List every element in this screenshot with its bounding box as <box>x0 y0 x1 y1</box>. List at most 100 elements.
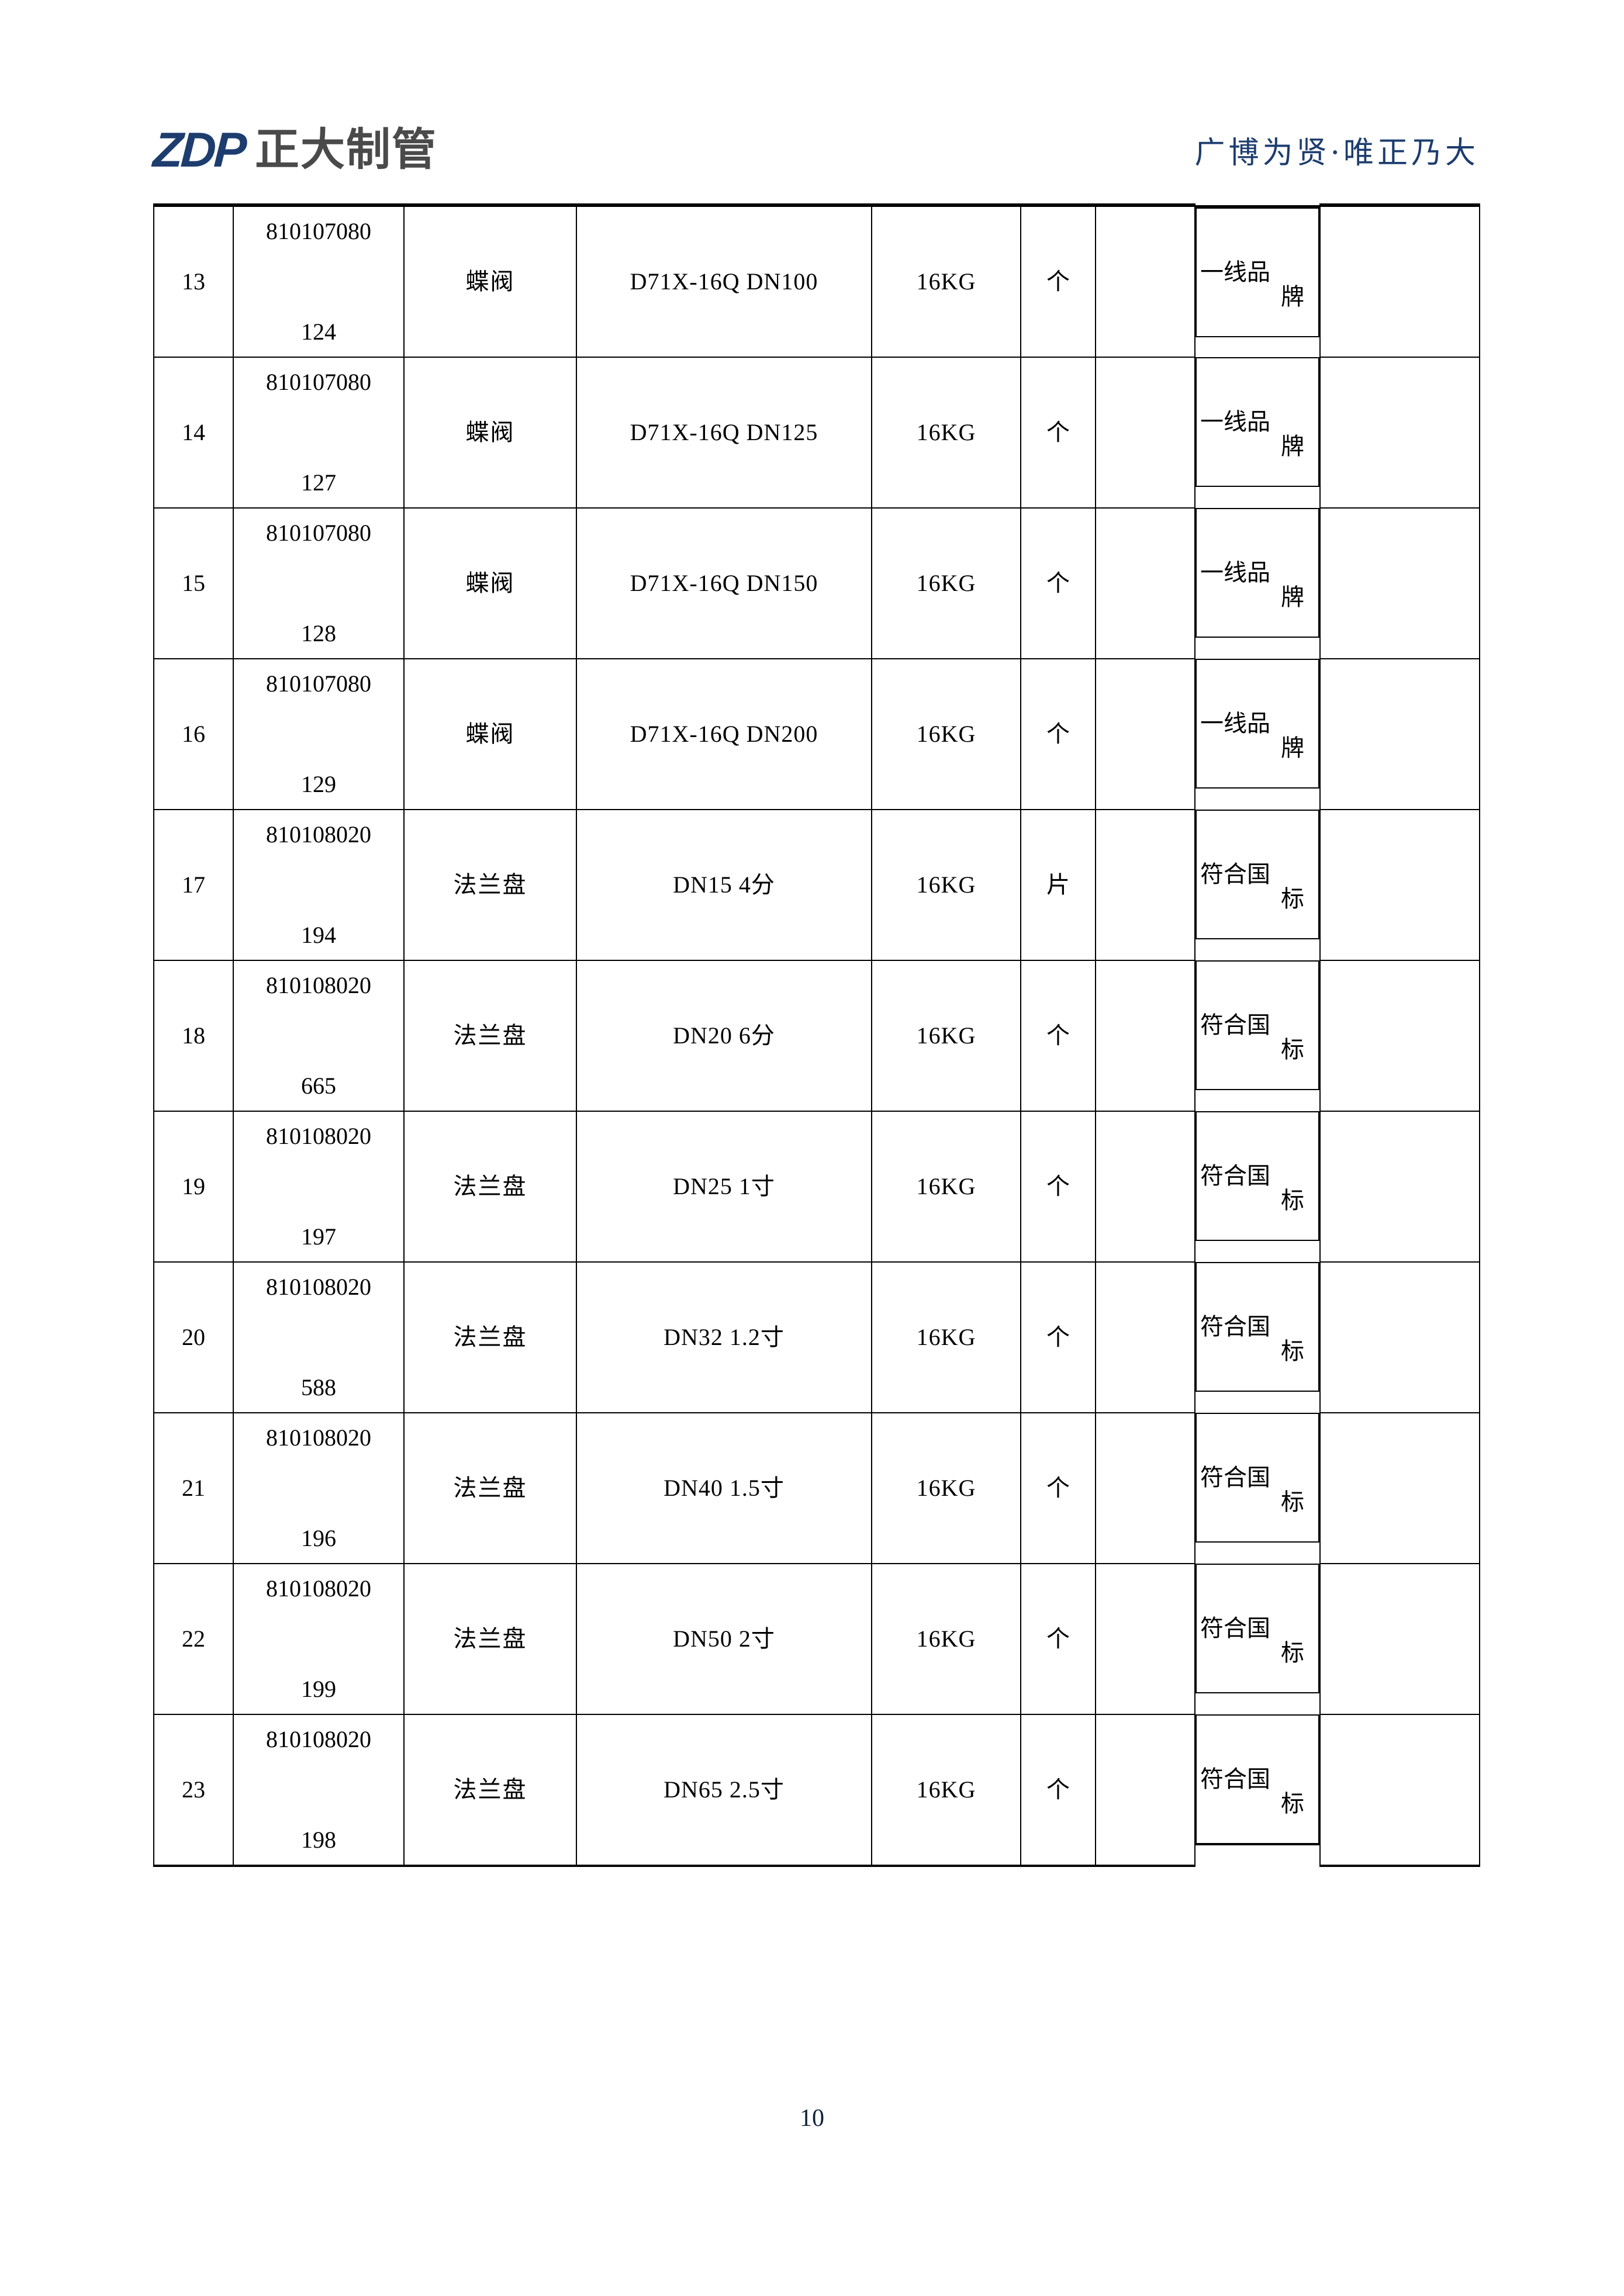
cell-item-name: 法兰盘 <box>403 1563 577 1715</box>
brand-line-1: 符合国 <box>1200 861 1270 887</box>
table-row: 15 810107080 128 蝶阀 D71X-16Q DN150 16KG 个一线品牌 <box>153 507 1480 659</box>
cell-quantity <box>1095 507 1195 659</box>
brand-line-1: 符合国 <box>1200 1313 1270 1340</box>
cell-material-code: 810108020 665 <box>233 960 405 1112</box>
code-line-1: 810108020 <box>266 1123 371 1149</box>
cell-brand: 符合国标 <box>1195 1413 1319 1543</box>
brand-line-1: 符合国 <box>1200 1766 1270 1792</box>
table-row: 22 810108020 199 法兰盘 DN50 2寸 16KG 个符合国标 <box>153 1563 1480 1715</box>
zdp-logotype-icon: ZDP <box>151 122 246 177</box>
cell-item-name: 法兰盘 <box>403 1714 577 1867</box>
cell-note <box>1319 1111 1480 1263</box>
code-line-1: 810108020 <box>266 821 371 848</box>
cell-index: 14 <box>153 357 234 509</box>
table-row: 20 810108020 588 法兰盘 DN32 1.2寸 16KG 个符合国标 <box>153 1261 1480 1413</box>
brand-line-2: 牌 <box>1281 735 1304 761</box>
brand-line-1: 符合国 <box>1200 1615 1270 1641</box>
cell-index: 20 <box>153 1261 234 1413</box>
code-line-2: 128 <box>301 620 336 646</box>
cell-index: 15 <box>153 507 234 659</box>
cell-quantity <box>1095 1111 1195 1263</box>
cell-brand: 符合国标 <box>1195 1262 1319 1392</box>
cell-note <box>1319 809 1480 961</box>
cell-pressure: 16KG <box>871 507 1021 659</box>
cell-material-code: 810108020 199 <box>233 1563 405 1715</box>
cell-specification: DN50 2寸 <box>576 1563 872 1715</box>
cell-pressure: 16KG <box>871 960 1021 1112</box>
cell-item-name: 法兰盘 <box>403 960 577 1112</box>
cell-pressure: 16KG <box>871 203 1021 358</box>
cell-quantity <box>1095 357 1195 509</box>
cell-material-code: 810107080 129 <box>233 658 405 810</box>
cell-material-code: 810108020 198 <box>233 1714 405 1867</box>
cell-material-code: 810108020 196 <box>233 1412 405 1564</box>
cell-note <box>1319 203 1480 358</box>
cell-unit: 个 <box>1020 1111 1096 1263</box>
cell-note <box>1319 1261 1480 1413</box>
cell-unit: 个 <box>1020 1412 1096 1564</box>
code-line-1: 810108020 <box>266 972 371 998</box>
cell-specification: DN32 1.2寸 <box>576 1261 872 1413</box>
brand-line-2: 标 <box>1281 1187 1304 1213</box>
cell-item-name: 蝶阀 <box>403 357 577 509</box>
code-line-1: 810108020 <box>266 1274 371 1300</box>
cell-note <box>1319 1412 1480 1564</box>
brand-line-1: 符合国 <box>1200 1163 1270 1189</box>
cell-brand: 符合国标 <box>1195 1111 1319 1241</box>
code-line-2: 127 <box>301 469 336 496</box>
brand-line-1: 符合国 <box>1200 1012 1270 1038</box>
cell-unit: 个 <box>1020 203 1096 358</box>
code-line-2: 197 <box>301 1223 336 1250</box>
cell-brand: 符合国标 <box>1195 960 1319 1090</box>
cell-index: 21 <box>153 1412 234 1564</box>
brand-line-1: 符合国 <box>1200 1464 1270 1491</box>
code-line-1: 810108020 <box>266 1726 371 1752</box>
cell-material-code: 810108020 194 <box>233 809 405 961</box>
cell-specification: D71X-16Q DN200 <box>576 658 872 810</box>
code-line-1: 810107080 <box>266 218 371 244</box>
code-line-2: 588 <box>301 1374 336 1401</box>
brand-line-1: 一线品 <box>1200 259 1270 285</box>
cell-brand: 符合国标 <box>1195 1564 1319 1693</box>
table-row: 19 810108020 197 法兰盘 DN25 1寸 16KG 个符合国标 <box>153 1111 1480 1263</box>
cell-pressure: 16KG <box>871 1111 1021 1263</box>
cell-brand: 一线品牌 <box>1195 205 1319 337</box>
table-row: 18 810108020 665 法兰盘 DN20 6分 16KG 个符合国标 <box>153 960 1480 1112</box>
cell-unit: 个 <box>1020 658 1096 810</box>
cell-quantity <box>1095 1714 1195 1867</box>
cell-specification: D71X-16Q DN150 <box>576 507 872 659</box>
brand-line-2: 标 <box>1281 1036 1304 1063</box>
brand-line-2: 标 <box>1281 886 1304 912</box>
cell-index: 13 <box>153 203 234 358</box>
cell-item-name: 法兰盘 <box>403 1261 577 1413</box>
code-line-1: 810108020 <box>266 1575 371 1602</box>
table-row: 23 810108020 198 法兰盘 DN65 2.5寸 16KG 个符合国标 <box>153 1714 1480 1867</box>
cell-unit: 个 <box>1020 1261 1096 1413</box>
cell-quantity <box>1095 1412 1195 1564</box>
cell-unit: 个 <box>1020 357 1096 509</box>
cell-specification: DN40 1.5寸 <box>576 1412 872 1564</box>
cell-brand: 一线品牌 <box>1195 357 1319 487</box>
cell-pressure: 16KG <box>871 1412 1021 1564</box>
cell-quantity <box>1095 960 1195 1112</box>
cell-brand: 符合国标 <box>1195 1714 1319 1845</box>
brand-line-2: 标 <box>1281 1338 1304 1364</box>
code-line-2: 665 <box>301 1073 336 1099</box>
cell-item-name: 法兰盘 <box>403 1412 577 1564</box>
cell-item-name: 蝶阀 <box>403 658 577 810</box>
code-line-2: 198 <box>301 1827 336 1853</box>
cell-specification: DN15 4分 <box>576 809 872 961</box>
table-row: 14 810107080 127 蝶阀 D71X-16Q DN125 16KG 个一线品牌 <box>153 357 1480 509</box>
cell-pressure: 16KG <box>871 1563 1021 1715</box>
code-line-1: 810107080 <box>266 670 371 697</box>
cell-note <box>1319 507 1480 659</box>
brand-line-2: 牌 <box>1281 433 1304 459</box>
company-name: 正大制管 <box>255 123 437 175</box>
cell-note <box>1319 1563 1480 1715</box>
cell-material-code: 810107080 124 <box>233 203 405 358</box>
code-line-2: 199 <box>301 1676 336 1702</box>
brand-line-2: 牌 <box>1281 584 1304 610</box>
cell-unit: 个 <box>1020 1563 1096 1715</box>
cell-material-code: 810107080 127 <box>233 357 405 509</box>
